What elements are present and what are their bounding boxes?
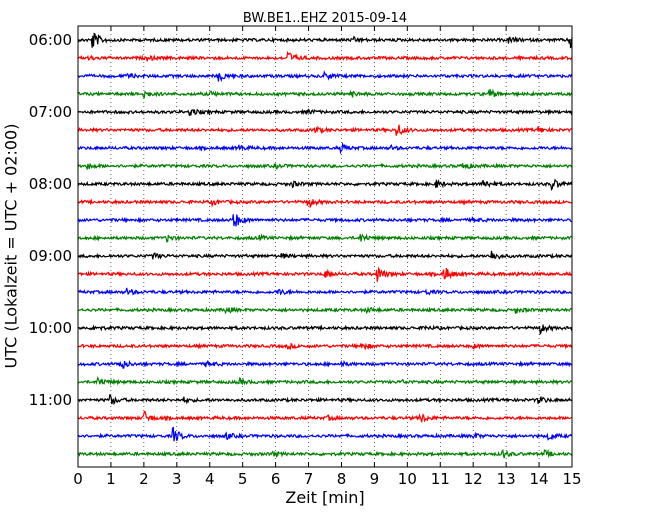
- seismic-trace: [77, 342, 573, 351]
- seismic-trace: [77, 266, 573, 282]
- x-tick-label: 1: [106, 470, 116, 488]
- seismic-trace: [77, 287, 573, 296]
- x-tick-label: 0: [73, 470, 83, 488]
- x-tick-label: 6: [271, 470, 281, 488]
- y-axis-label: UTC (Lokalzeit = UTC + 02:00): [1, 123, 21, 369]
- seismic-trace: [77, 394, 573, 406]
- x-tick-label: 10: [398, 470, 417, 488]
- x-tick-label: 11: [431, 470, 450, 488]
- seismic-trace: [77, 324, 573, 336]
- x-tick-label: 4: [205, 470, 215, 488]
- seismic-trace: [77, 198, 573, 209]
- seismic-trace: [77, 162, 573, 170]
- seismic-trace: [77, 426, 573, 442]
- seismic-trace: [77, 124, 573, 136]
- y-tick-label: 07:00: [29, 103, 72, 121]
- seismic-trace: [77, 141, 573, 155]
- x-tick-label: 9: [370, 470, 380, 488]
- seismic-trace: [77, 108, 573, 116]
- x-tick-label: 2: [139, 470, 149, 488]
- x-tick-label: 8: [337, 470, 347, 488]
- seismic-trace: [77, 448, 573, 459]
- x-tick-label: 12: [464, 470, 483, 488]
- seismic-trace: [77, 214, 573, 227]
- x-tick-label: 7: [304, 470, 314, 488]
- y-tick-label: 10:00: [29, 319, 72, 337]
- plot-frame: [77, 25, 573, 468]
- seismic-trace: [77, 410, 573, 423]
- x-tick-label: 13: [497, 470, 516, 488]
- seismic-trace: [77, 178, 573, 191]
- seismic-trace: [77, 305, 573, 315]
- seismic-trace: [77, 233, 573, 243]
- seismic-trace: [77, 250, 573, 260]
- seismic-trace: [77, 70, 573, 83]
- seismic-trace: [77, 359, 573, 369]
- x-tick-label: 3: [172, 470, 182, 488]
- x-axis-label: Zeit [min]: [285, 488, 365, 507]
- x-tick-label: 14: [530, 470, 549, 488]
- y-tick-label: 11:00: [29, 391, 72, 409]
- seismic-trace: [77, 32, 573, 49]
- seismic-trace: [77, 88, 573, 99]
- x-tick-label: 15: [562, 470, 581, 488]
- seismic-trace: [77, 50, 573, 62]
- y-tick-label: 08:00: [29, 175, 72, 193]
- y-tick-label: 06:00: [29, 31, 72, 49]
- seismic-trace: [77, 375, 573, 386]
- chart-title: BW.BE1..EHZ 2015-09-14: [242, 11, 408, 26]
- x-tick-label: 5: [238, 470, 248, 488]
- y-tick-label: 09:00: [29, 247, 72, 265]
